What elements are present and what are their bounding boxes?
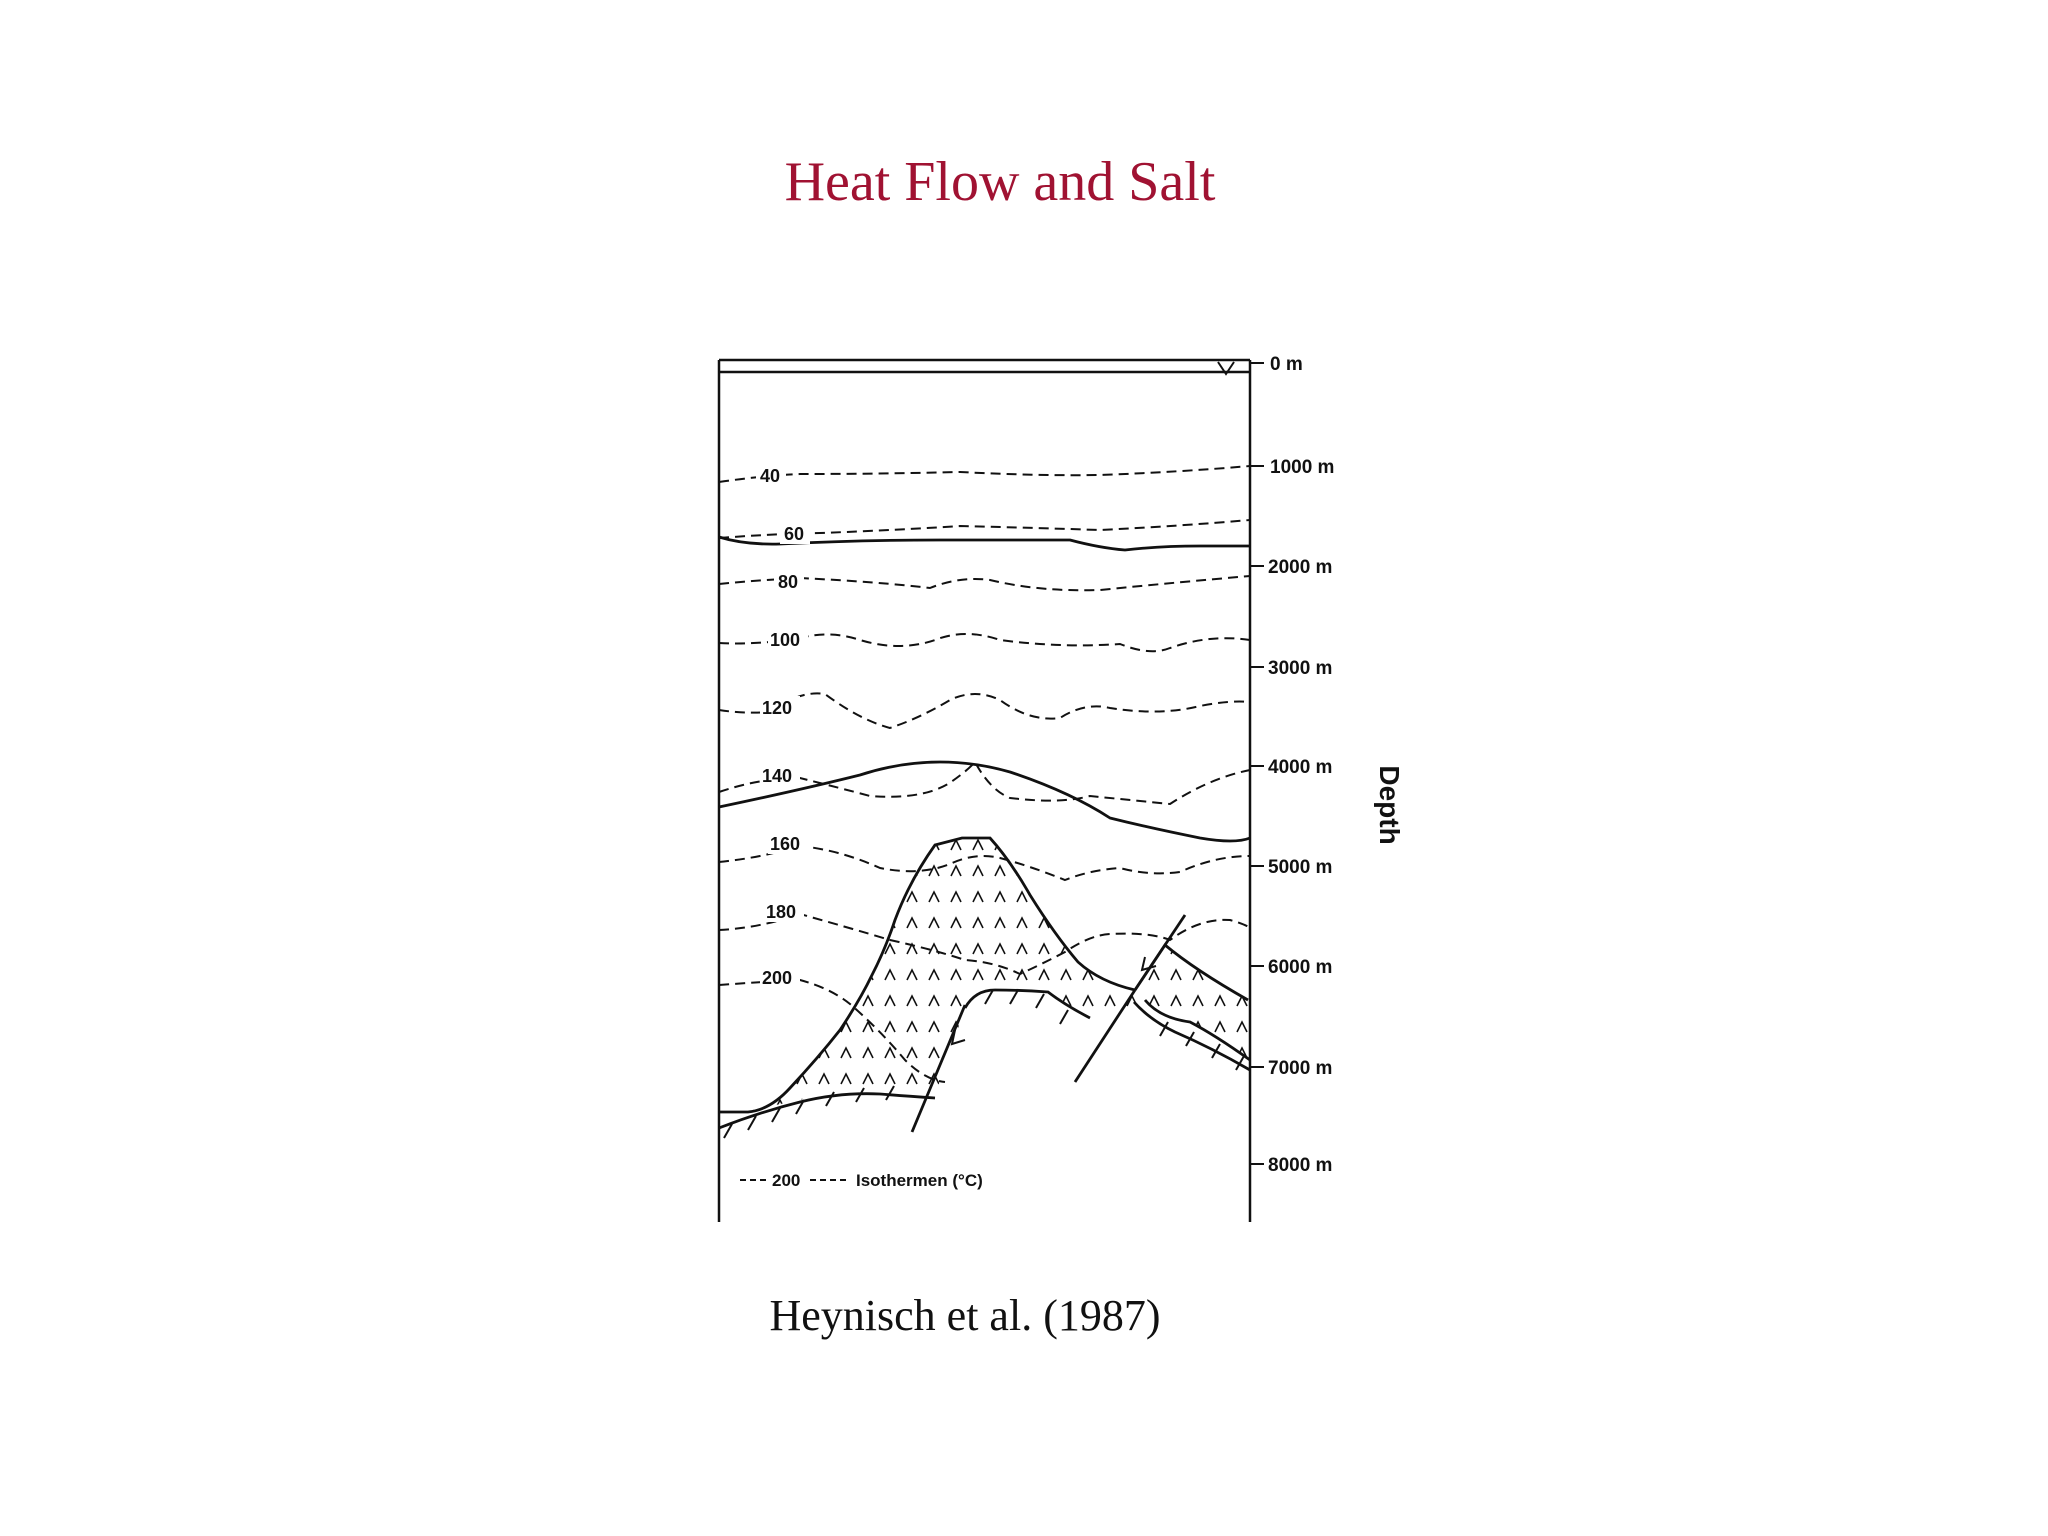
fault-lines [910, 914, 1187, 1133]
depth-labels: 0 m 1000 m 2000 m 3000 m 4000 m 5000 m 6… [1268, 354, 1334, 1176]
isotherm-labels: 40 60 80 100 120 140 160 180 200 [760, 466, 804, 988]
depth-label-6000: 6000 m [1268, 957, 1332, 978]
isotherm-80 [718, 575, 1251, 592]
depth-label-0: 0 m [1270, 354, 1303, 375]
isotherm-40 [718, 465, 1251, 483]
isotherm-160 [718, 844, 1251, 882]
legend-text: Isothermen (°C) [856, 1171, 983, 1190]
isotherm-lines [718, 465, 1251, 1083]
isotherm-label-backgrounds [756, 464, 810, 988]
isotherm-label-100: 100 [770, 630, 800, 650]
depth-label-5000: 5000 m [1268, 857, 1332, 878]
isotherm-label-80: 80 [778, 572, 798, 592]
legend-value: 200 [772, 1171, 800, 1190]
isotherm-legend: 200 Isothermen (°C) [740, 1171, 983, 1190]
depth-label-3000: 3000 m [1268, 658, 1332, 679]
isotherm-label-180: 180 [766, 902, 796, 922]
depth-label-1000: 1000 m [1270, 457, 1334, 478]
isotherm-60 [718, 519, 1251, 539]
isotherm-180 [718, 912, 1251, 976]
depth-axis-title: Depth [1374, 765, 1405, 844]
isotherm-label-200: 200 [762, 968, 792, 988]
isotherm-label-40: 40 [760, 466, 780, 486]
depth-label-2000: 2000 m [1268, 557, 1332, 578]
isotherm-120 [718, 692, 1251, 730]
isotherm-label-60: 60 [784, 524, 804, 544]
citation: Heynisch et al. (1987) [769, 1291, 1161, 1340]
depth-label-4000: 4000 m [1268, 757, 1332, 778]
salt-body [719, 838, 1250, 1118]
isotherm-label-120: 120 [762, 698, 792, 718]
isotherm-label-160: 160 [770, 834, 800, 854]
slide-title: Heat Flow and Salt [784, 151, 1216, 213]
depth-ticks [1250, 362, 1264, 1165]
isotherm-label-140: 140 [762, 766, 792, 786]
isotherm-140 [718, 760, 1251, 806]
depth-label-7000: 7000 m [1268, 1058, 1332, 1079]
base-hatch-marks [723, 989, 1245, 1139]
depth-label-8000: 8000 m [1268, 1155, 1332, 1176]
